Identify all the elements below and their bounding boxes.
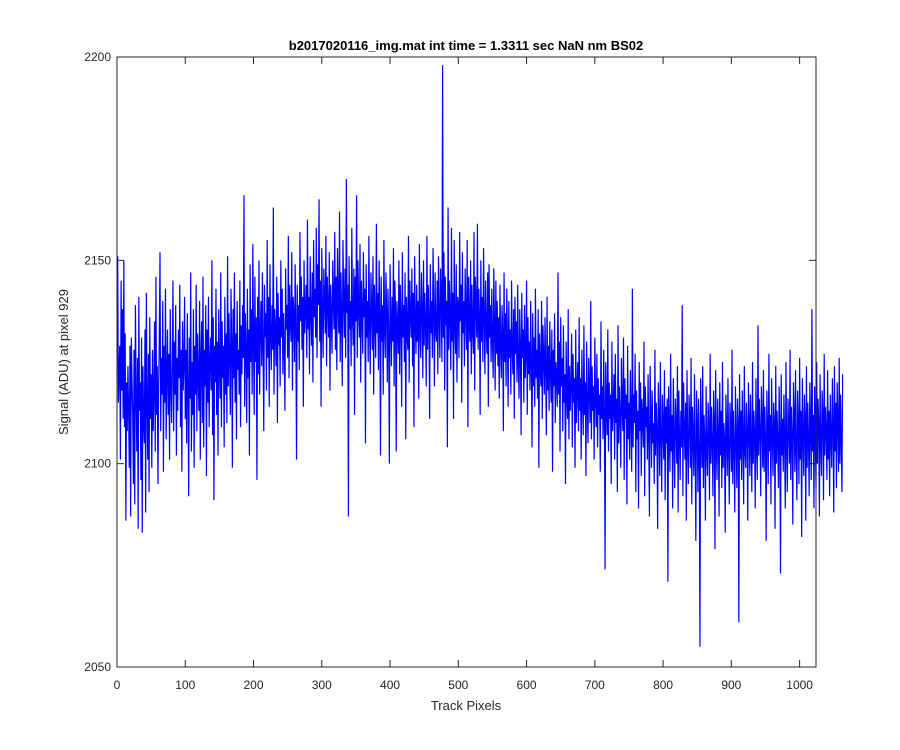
x-axis-label: Track Pixels <box>431 698 502 713</box>
y-tick-label: 2100 <box>84 457 111 471</box>
x-axis-ticks: 0 100 200 300 400 500 600 700 800 900 1000 <box>114 57 813 692</box>
signal-series-line <box>117 65 844 647</box>
axes-box <box>116 56 817 668</box>
x-tick-label: 100 <box>175 678 195 692</box>
chart-title: b2017020116_img.mat int time = 1.3311 se… <box>289 38 643 53</box>
y-axis-label: Signal (ADU) at pixel 929 <box>56 289 71 435</box>
x-tick-label: 1000 <box>786 678 813 692</box>
y-tick-label: 2200 <box>84 50 111 64</box>
x-tick-label: 300 <box>312 678 332 692</box>
x-tick-label: 900 <box>721 678 741 692</box>
x-tick-label: 600 <box>517 678 537 692</box>
x-tick-label: 800 <box>653 678 673 692</box>
x-tick-label: 500 <box>448 678 468 692</box>
plot-area <box>117 65 844 647</box>
x-tick-label: 0 <box>114 678 121 692</box>
x-tick-label: 700 <box>585 678 605 692</box>
y-tick-label: 2150 <box>84 253 111 267</box>
y-tick-label: 2050 <box>84 660 111 674</box>
x-tick-label: 400 <box>380 678 400 692</box>
y-axis-ticks: 2050 2100 2150 2200 <box>84 50 816 674</box>
x-tick-label: 200 <box>244 678 264 692</box>
